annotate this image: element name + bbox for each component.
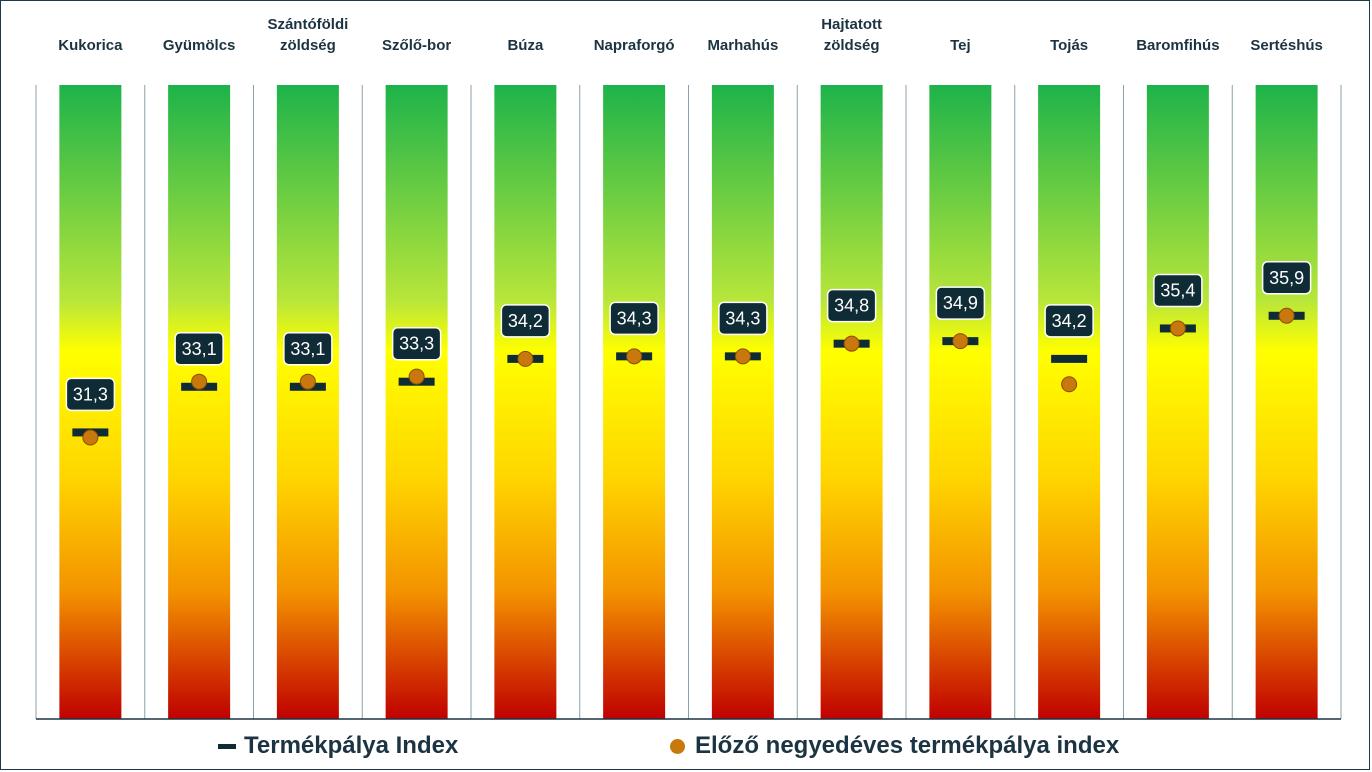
category-label: Hajtatott zöldség (821, 16, 882, 54)
previous-index-dot (1061, 376, 1078, 393)
category-label: Tojás (1050, 37, 1088, 54)
previous-index-dot (843, 335, 860, 352)
category-label-line: Kukorica (58, 37, 123, 54)
legend-dash-marker (218, 743, 236, 749)
data-label-box (609, 301, 659, 336)
gradient-bar (711, 85, 774, 719)
category-label: Búza (507, 37, 543, 54)
previous-index-dot (952, 333, 969, 350)
previous-index-dot (1278, 307, 1295, 324)
category-label: Baromfihús (1136, 37, 1219, 54)
category-label: Szőlő-bor (382, 37, 451, 54)
data-label: 33,3 (399, 334, 434, 354)
previous-index-dot (191, 373, 208, 390)
category-label-line: zöldség (280, 37, 336, 54)
gradient-bar (168, 85, 231, 719)
category-label-line: Szőlő-bor (382, 37, 451, 54)
category-label-line: Napraforgó (594, 37, 675, 54)
category-label: Szántóföldi zöldség (267, 16, 348, 54)
data-label-box (718, 301, 768, 336)
data-label-box (391, 326, 442, 361)
data-label-box (1153, 273, 1203, 308)
legend-item-previous: Előző negyedéves termékpálya index (670, 730, 1119, 762)
previous-index-dot (82, 429, 99, 446)
legend-label-index: Termékpálya Index (244, 732, 459, 759)
data-label: 35,9 (1269, 268, 1304, 288)
category-label-line: Szántóföldi (267, 16, 348, 33)
category-label: Sertéshús (1250, 37, 1323, 54)
legend-item-index: Termékpálya Index (218, 730, 458, 762)
category-label: Gyümölcs (163, 37, 236, 54)
category-label-line: Búza (507, 37, 543, 54)
category-label-line: Baromfihús (1136, 37, 1219, 54)
data-label: 34,9 (943, 293, 978, 313)
data-label: 34,8 (834, 296, 869, 316)
gradient-bar (929, 85, 992, 719)
data-label: 34,2 (1052, 311, 1087, 331)
data-label-box (174, 332, 224, 366)
previous-index-dot (1169, 320, 1186, 337)
data-label: 33,1 (290, 339, 325, 359)
index-marker (1051, 354, 1088, 363)
category-label-line: Marhahús (707, 37, 778, 54)
category-label: Napraforgó (594, 37, 675, 54)
previous-index-dot (408, 368, 425, 385)
data-label-box (500, 304, 551, 338)
data-label: 34,3 (617, 308, 652, 328)
category-label-line: Hajtatott (821, 16, 882, 33)
category-label-line: Sertéshús (1250, 37, 1323, 54)
gradient-bar (1038, 85, 1101, 719)
gradient-bar (494, 85, 557, 719)
gradient-bar (385, 85, 448, 719)
category-label: Kukorica (58, 37, 123, 54)
data-label: 34,3 (725, 308, 760, 328)
data-label-box (826, 288, 877, 323)
gradient-bar (1146, 85, 1209, 719)
previous-index-dot (734, 348, 751, 365)
data-label: 31,3 (73, 384, 108, 404)
legend-label-previous: Előző negyedéves termékpálya index (695, 732, 1120, 759)
data-label: 34,2 (508, 311, 543, 331)
category-label-line: zöldség (824, 37, 880, 54)
data-label-box (935, 286, 986, 320)
previous-index-dot (626, 348, 643, 365)
gradient-bar (603, 85, 666, 719)
data-label-box (1261, 261, 1312, 295)
legend-dot-marker (670, 738, 685, 754)
previous-index-dot (299, 373, 316, 390)
category-label-line: Tojás (1050, 37, 1088, 54)
category-label: Marhahús (707, 37, 778, 54)
category-label-line: Gyümölcs (163, 37, 236, 54)
data-label: 35,4 (1160, 280, 1195, 300)
category-label-line: Tej (950, 37, 971, 54)
category-label: Tej (950, 37, 971, 54)
previous-index-dot (517, 350, 534, 367)
data-label-box (1044, 304, 1094, 338)
gradient-bar (820, 85, 883, 719)
gradient-bar (1255, 85, 1318, 719)
data-label-box (283, 332, 333, 366)
data-label-box (65, 377, 116, 412)
data-label: 33,1 (182, 339, 217, 359)
gradient-bar (276, 85, 339, 719)
